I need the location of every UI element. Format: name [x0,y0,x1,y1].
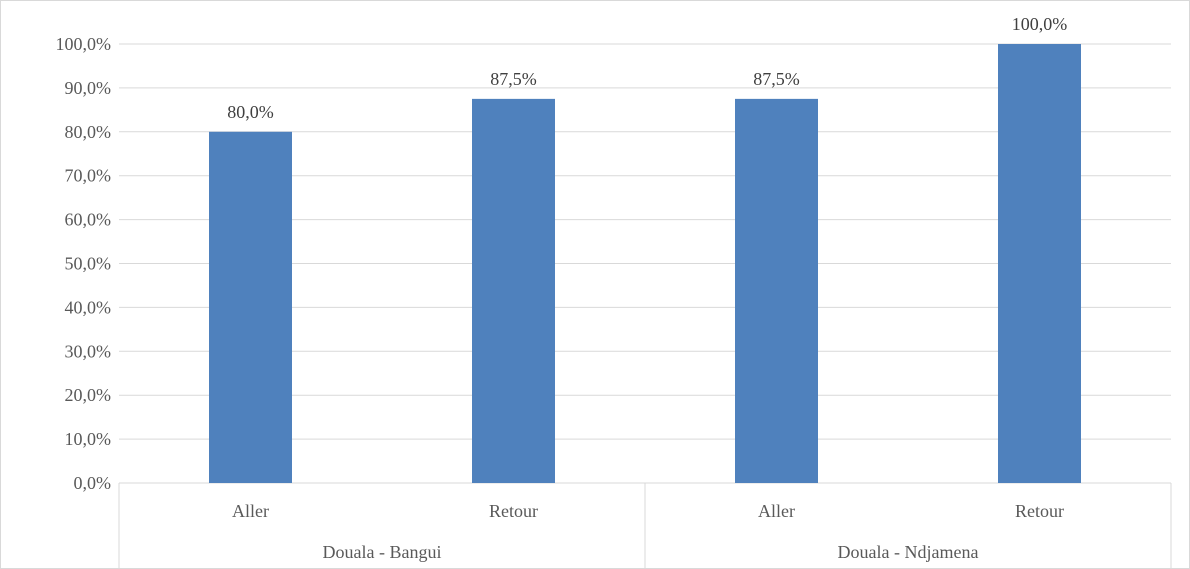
y-tick-label: 100,0% [56,34,112,54]
y-tick-label: 40,0% [65,297,112,317]
data-label: 80,0% [227,102,274,122]
x-group-label: Douala - Bangui [323,542,442,562]
data-label: 87,5% [490,69,537,89]
x-category-label: Aller [232,501,269,521]
bar [998,44,1081,483]
y-tick-label: 60,0% [65,210,112,230]
y-tick-label: 90,0% [65,78,112,98]
y-tick-label: 10,0% [65,429,112,449]
x-group-label: Douala - Ndjamena [838,542,979,562]
x-category-label: Retour [489,501,538,521]
x-category-label: Retour [1015,501,1064,521]
y-tick-label: 0,0% [74,473,112,493]
x-category-label: Aller [758,501,795,521]
bar [472,98,555,483]
y-tick-label: 80,0% [65,122,112,142]
y-tick-label: 20,0% [65,385,112,405]
y-tick-label: 30,0% [65,341,112,361]
bar [735,98,818,483]
y-tick-label: 50,0% [65,254,112,274]
bar [209,131,292,484]
y-tick-label: 70,0% [65,166,112,186]
data-label: 87,5% [753,69,800,89]
data-label: 100,0% [1012,14,1068,34]
